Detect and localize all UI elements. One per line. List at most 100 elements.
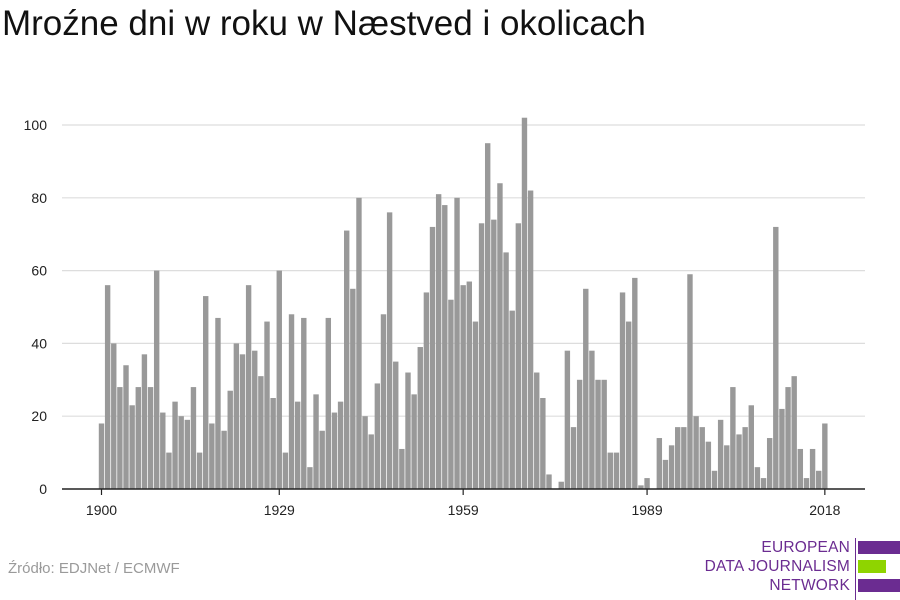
bar bbox=[264, 321, 270, 489]
bar bbox=[748, 405, 754, 489]
x-tick-label: 2018 bbox=[809, 502, 840, 518]
bar bbox=[104, 285, 111, 489]
bar bbox=[687, 274, 693, 489]
bar bbox=[478, 223, 485, 489]
bar bbox=[460, 285, 466, 489]
bar bbox=[405, 372, 411, 489]
bar bbox=[632, 277, 638, 489]
bar bbox=[760, 478, 767, 489]
logo-line-2: DATA JOURNALISM bbox=[704, 558, 850, 575]
bar bbox=[209, 423, 215, 489]
bar bbox=[693, 416, 699, 489]
bar bbox=[325, 317, 332, 489]
bar bbox=[221, 430, 227, 489]
bar bbox=[160, 412, 166, 489]
bar bbox=[668, 445, 675, 489]
y-tick-label: 0 bbox=[39, 481, 47, 497]
bar bbox=[491, 219, 497, 489]
bar bbox=[717, 419, 724, 489]
bar bbox=[356, 197, 362, 490]
bar bbox=[754, 467, 761, 489]
bar bbox=[313, 394, 319, 489]
bar bbox=[337, 401, 344, 489]
y-tick-label: 20 bbox=[31, 408, 47, 424]
bar bbox=[656, 438, 663, 489]
bar bbox=[166, 452, 172, 489]
y-tick-label: 100 bbox=[24, 117, 48, 133]
bar bbox=[466, 281, 472, 489]
bar bbox=[215, 317, 221, 489]
bar bbox=[429, 226, 436, 490]
bar bbox=[98, 423, 105, 489]
bar bbox=[607, 452, 613, 489]
chart-title: Mroźne dni w roku w Næstved i okolicach bbox=[2, 4, 646, 43]
bar bbox=[288, 314, 295, 489]
bar bbox=[393, 361, 399, 489]
y-tick-label: 60 bbox=[31, 263, 47, 279]
edjnet-logo: EUROPEAN DATA JOURNALISM NETWORK bbox=[700, 538, 900, 600]
bar bbox=[681, 427, 687, 489]
bar bbox=[534, 372, 540, 489]
bar bbox=[638, 485, 644, 489]
bar bbox=[362, 416, 368, 489]
bar bbox=[791, 376, 797, 489]
bar bbox=[601, 379, 607, 489]
bar bbox=[809, 448, 816, 489]
bar bbox=[472, 321, 479, 489]
bar bbox=[252, 350, 258, 489]
bar bbox=[742, 427, 748, 489]
bar bbox=[399, 448, 405, 489]
bar bbox=[239, 354, 246, 489]
bar bbox=[129, 405, 135, 489]
bar bbox=[797, 448, 804, 489]
logo-bar-bottom bbox=[858, 579, 900, 592]
bar bbox=[245, 285, 252, 489]
bar bbox=[380, 314, 387, 489]
bar bbox=[558, 481, 564, 489]
bar bbox=[736, 434, 742, 489]
bar bbox=[344, 230, 350, 489]
bar bbox=[423, 292, 430, 489]
bar bbox=[576, 379, 583, 489]
bar bbox=[184, 419, 191, 489]
bars bbox=[98, 117, 828, 490]
bar bbox=[619, 292, 626, 489]
bar bbox=[546, 474, 552, 489]
bar bbox=[147, 387, 154, 489]
logo-line-1: EUROPEAN bbox=[761, 539, 850, 556]
bar bbox=[699, 427, 705, 489]
bar bbox=[644, 478, 650, 489]
bar bbox=[190, 387, 197, 489]
bar bbox=[319, 430, 325, 489]
bar bbox=[282, 452, 289, 489]
bar bbox=[773, 226, 779, 490]
bar bbox=[675, 427, 681, 489]
bar bbox=[730, 387, 736, 489]
bar bbox=[172, 401, 178, 489]
bar bbox=[178, 416, 184, 489]
bar bbox=[227, 390, 233, 489]
bar bbox=[117, 387, 123, 489]
bar bbox=[435, 194, 442, 489]
bar bbox=[724, 445, 730, 489]
bar bbox=[816, 470, 822, 489]
x-tick-label: 1900 bbox=[86, 502, 117, 518]
bar bbox=[386, 212, 393, 490]
bar bbox=[705, 441, 712, 489]
bar bbox=[613, 452, 620, 489]
y-tick-label: 80 bbox=[31, 190, 47, 206]
bar bbox=[803, 478, 810, 489]
x-tick-label: 1929 bbox=[264, 502, 295, 518]
bar bbox=[233, 343, 240, 489]
bar bbox=[625, 321, 632, 489]
bar bbox=[785, 387, 791, 489]
logo-bar-middle bbox=[858, 560, 886, 573]
axes: 0 20 40 60 80 100 1900 1929 1959 1989 2018 bbox=[24, 117, 865, 518]
bar bbox=[123, 365, 129, 489]
bar bbox=[711, 470, 718, 489]
bar bbox=[515, 223, 522, 489]
bar bbox=[276, 270, 282, 489]
bar bbox=[570, 427, 577, 489]
bar bbox=[589, 350, 595, 489]
